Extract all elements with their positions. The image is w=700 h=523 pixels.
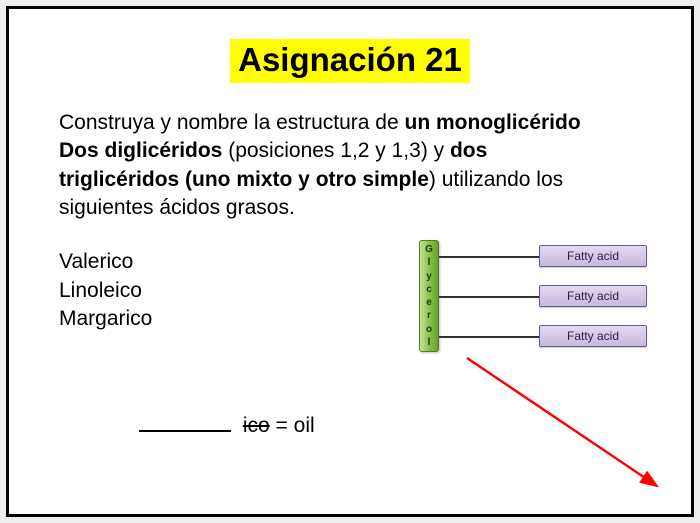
acid-item: Margarico <box>59 305 152 333</box>
connector-line <box>439 296 539 298</box>
page-title: Asignación 21 <box>230 39 470 83</box>
middle-row: Valerico Linoleico Margarico G l y c e r… <box>59 244 641 376</box>
footer-rest: = oil <box>270 414 315 437</box>
footer-equation: ico = oil <box>59 414 641 438</box>
glycerol-letter: e <box>426 298 432 308</box>
acid-item: Linoleico <box>59 277 152 305</box>
text-seg: ) utilizando los <box>429 168 563 191</box>
title-container: Asignación 21 <box>59 39 641 83</box>
text-seg-bold: dos <box>450 139 487 162</box>
text-seg-bold: Dos diglicéridos <box>59 139 222 162</box>
instruction-text: Construya y nombre la estructura de un m… <box>59 109 641 222</box>
blank-line <box>139 430 231 432</box>
glycerol-letter: c <box>426 285 432 295</box>
connector-line <box>439 256 539 258</box>
slide-frame: Asignación 21 Construya y nombre la estr… <box>6 6 694 517</box>
fatty-acid-box: Fatty acid <box>539 325 647 347</box>
text-seg: (posiciones 1,2 y 1,3) y <box>222 139 450 162</box>
glycerol-letter: r <box>427 311 431 321</box>
glycerol-letter: l <box>428 338 431 348</box>
acid-list: Valerico Linoleico Margarico <box>59 248 152 333</box>
text-seg-bold: triglicéridos (uno mixto y otro simple <box>59 168 429 191</box>
text-seg: siguientes ácidos grasos. <box>59 196 295 219</box>
glycerol-letter: l <box>428 258 431 268</box>
glycerol-bar: G l y c e r o l <box>419 240 439 352</box>
glycerol-letter: G <box>425 245 433 255</box>
acid-item: Valerico <box>59 248 152 276</box>
glyceride-diagram: G l y c e r o l Fatty acid Fatty acid Fa… <box>419 236 659 376</box>
text-seg-bold: un monoglicérido <box>405 111 581 134</box>
fatty-acid-box: Fatty acid <box>539 245 647 267</box>
glycerol-letter: o <box>426 325 432 335</box>
fatty-acid-box: Fatty acid <box>539 285 647 307</box>
text-seg: Construya y nombre la estructura de <box>59 111 405 134</box>
glycerol-letter: y <box>426 272 432 282</box>
connector-line <box>439 336 539 338</box>
strikethrough-text: ico <box>243 414 270 437</box>
